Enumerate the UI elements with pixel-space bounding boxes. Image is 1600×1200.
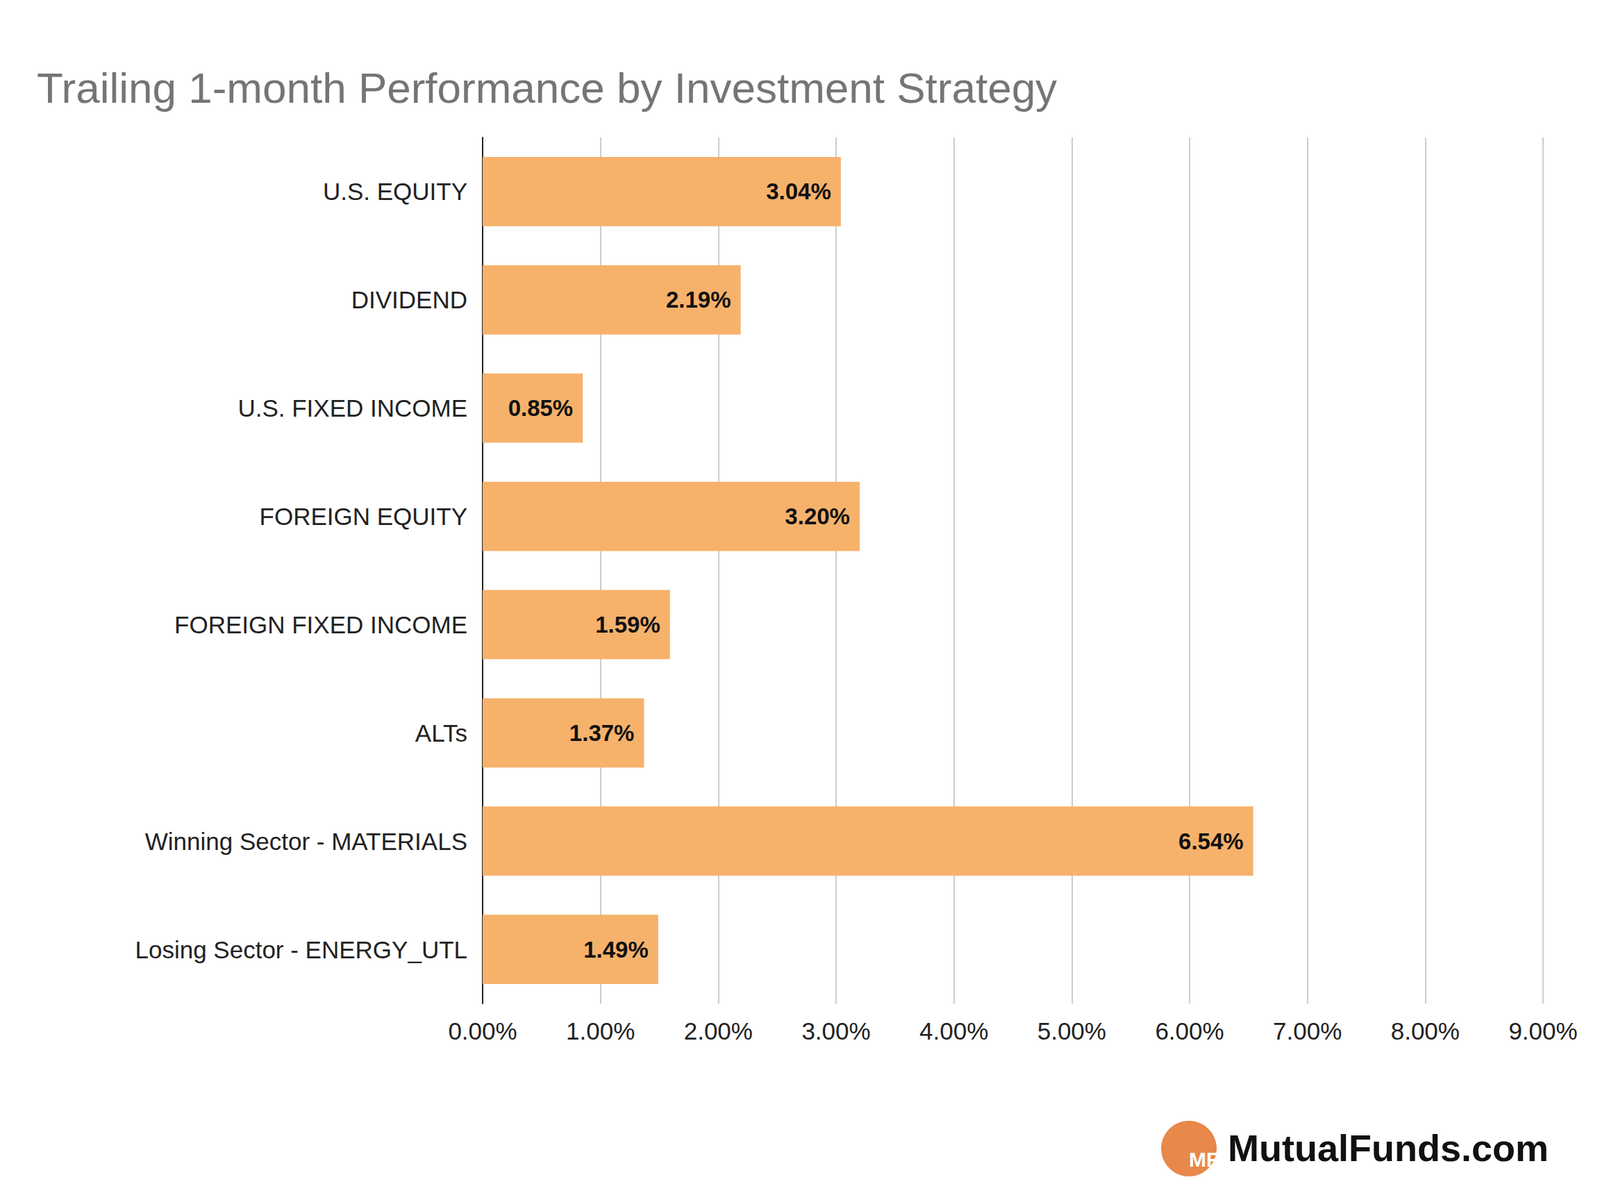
svg-text:0.85%: 0.85% xyxy=(508,395,574,421)
svg-text:U.S. EQUITY: U.S. EQUITY xyxy=(322,177,468,205)
svg-text:1.49%: 1.49% xyxy=(583,936,649,963)
svg-text:7.00%: 7.00% xyxy=(1272,1017,1342,1045)
svg-text:MutualFunds.com: MutualFunds.com xyxy=(1227,1127,1549,1169)
svg-text:6.00%: 6.00% xyxy=(1154,1017,1224,1045)
svg-text:Losing Sector - ENERGY_UTL: Losing Sector - ENERGY_UTL xyxy=(134,936,468,964)
svg-text:2.00%: 2.00% xyxy=(684,1017,753,1045)
svg-text:Trailing 1-month Performance b: Trailing 1-month Performance by Investme… xyxy=(36,63,1057,112)
svg-text:4.00%: 4.00% xyxy=(919,1017,989,1045)
svg-text:FOREIGN FIXED INCOME: FOREIGN FIXED INCOME xyxy=(174,611,468,639)
svg-text:1.59%: 1.59% xyxy=(595,611,661,638)
svg-text:Winning Sector - MATERIALS: Winning Sector - MATERIALS xyxy=(145,827,468,855)
svg-text:9.00%: 9.00% xyxy=(1508,1017,1578,1045)
svg-text:2.19%: 2.19% xyxy=(665,286,732,313)
svg-text:DIVIDEND: DIVIDEND xyxy=(351,286,468,314)
svg-text:3.20%: 3.20% xyxy=(784,503,850,530)
svg-text:6.54%: 6.54% xyxy=(1178,828,1244,855)
svg-text:1.00%: 1.00% xyxy=(565,1017,635,1045)
svg-text:3.00%: 3.00% xyxy=(801,1017,871,1045)
svg-text:8.00%: 8.00% xyxy=(1390,1017,1460,1045)
svg-text:ALTs: ALTs xyxy=(415,719,468,747)
svg-text:1.37%: 1.37% xyxy=(569,720,635,746)
svg-text:3.04%: 3.04% xyxy=(765,178,832,205)
svg-text:MF: MF xyxy=(1188,1147,1219,1171)
svg-text:5.00%: 5.00% xyxy=(1037,1017,1107,1045)
svg-text:U.S. FIXED INCOME: U.S. FIXED INCOME xyxy=(237,394,468,422)
svg-text:0.00%: 0.00% xyxy=(447,1017,517,1045)
svg-text:FOREIGN EQUITY: FOREIGN EQUITY xyxy=(259,502,468,530)
